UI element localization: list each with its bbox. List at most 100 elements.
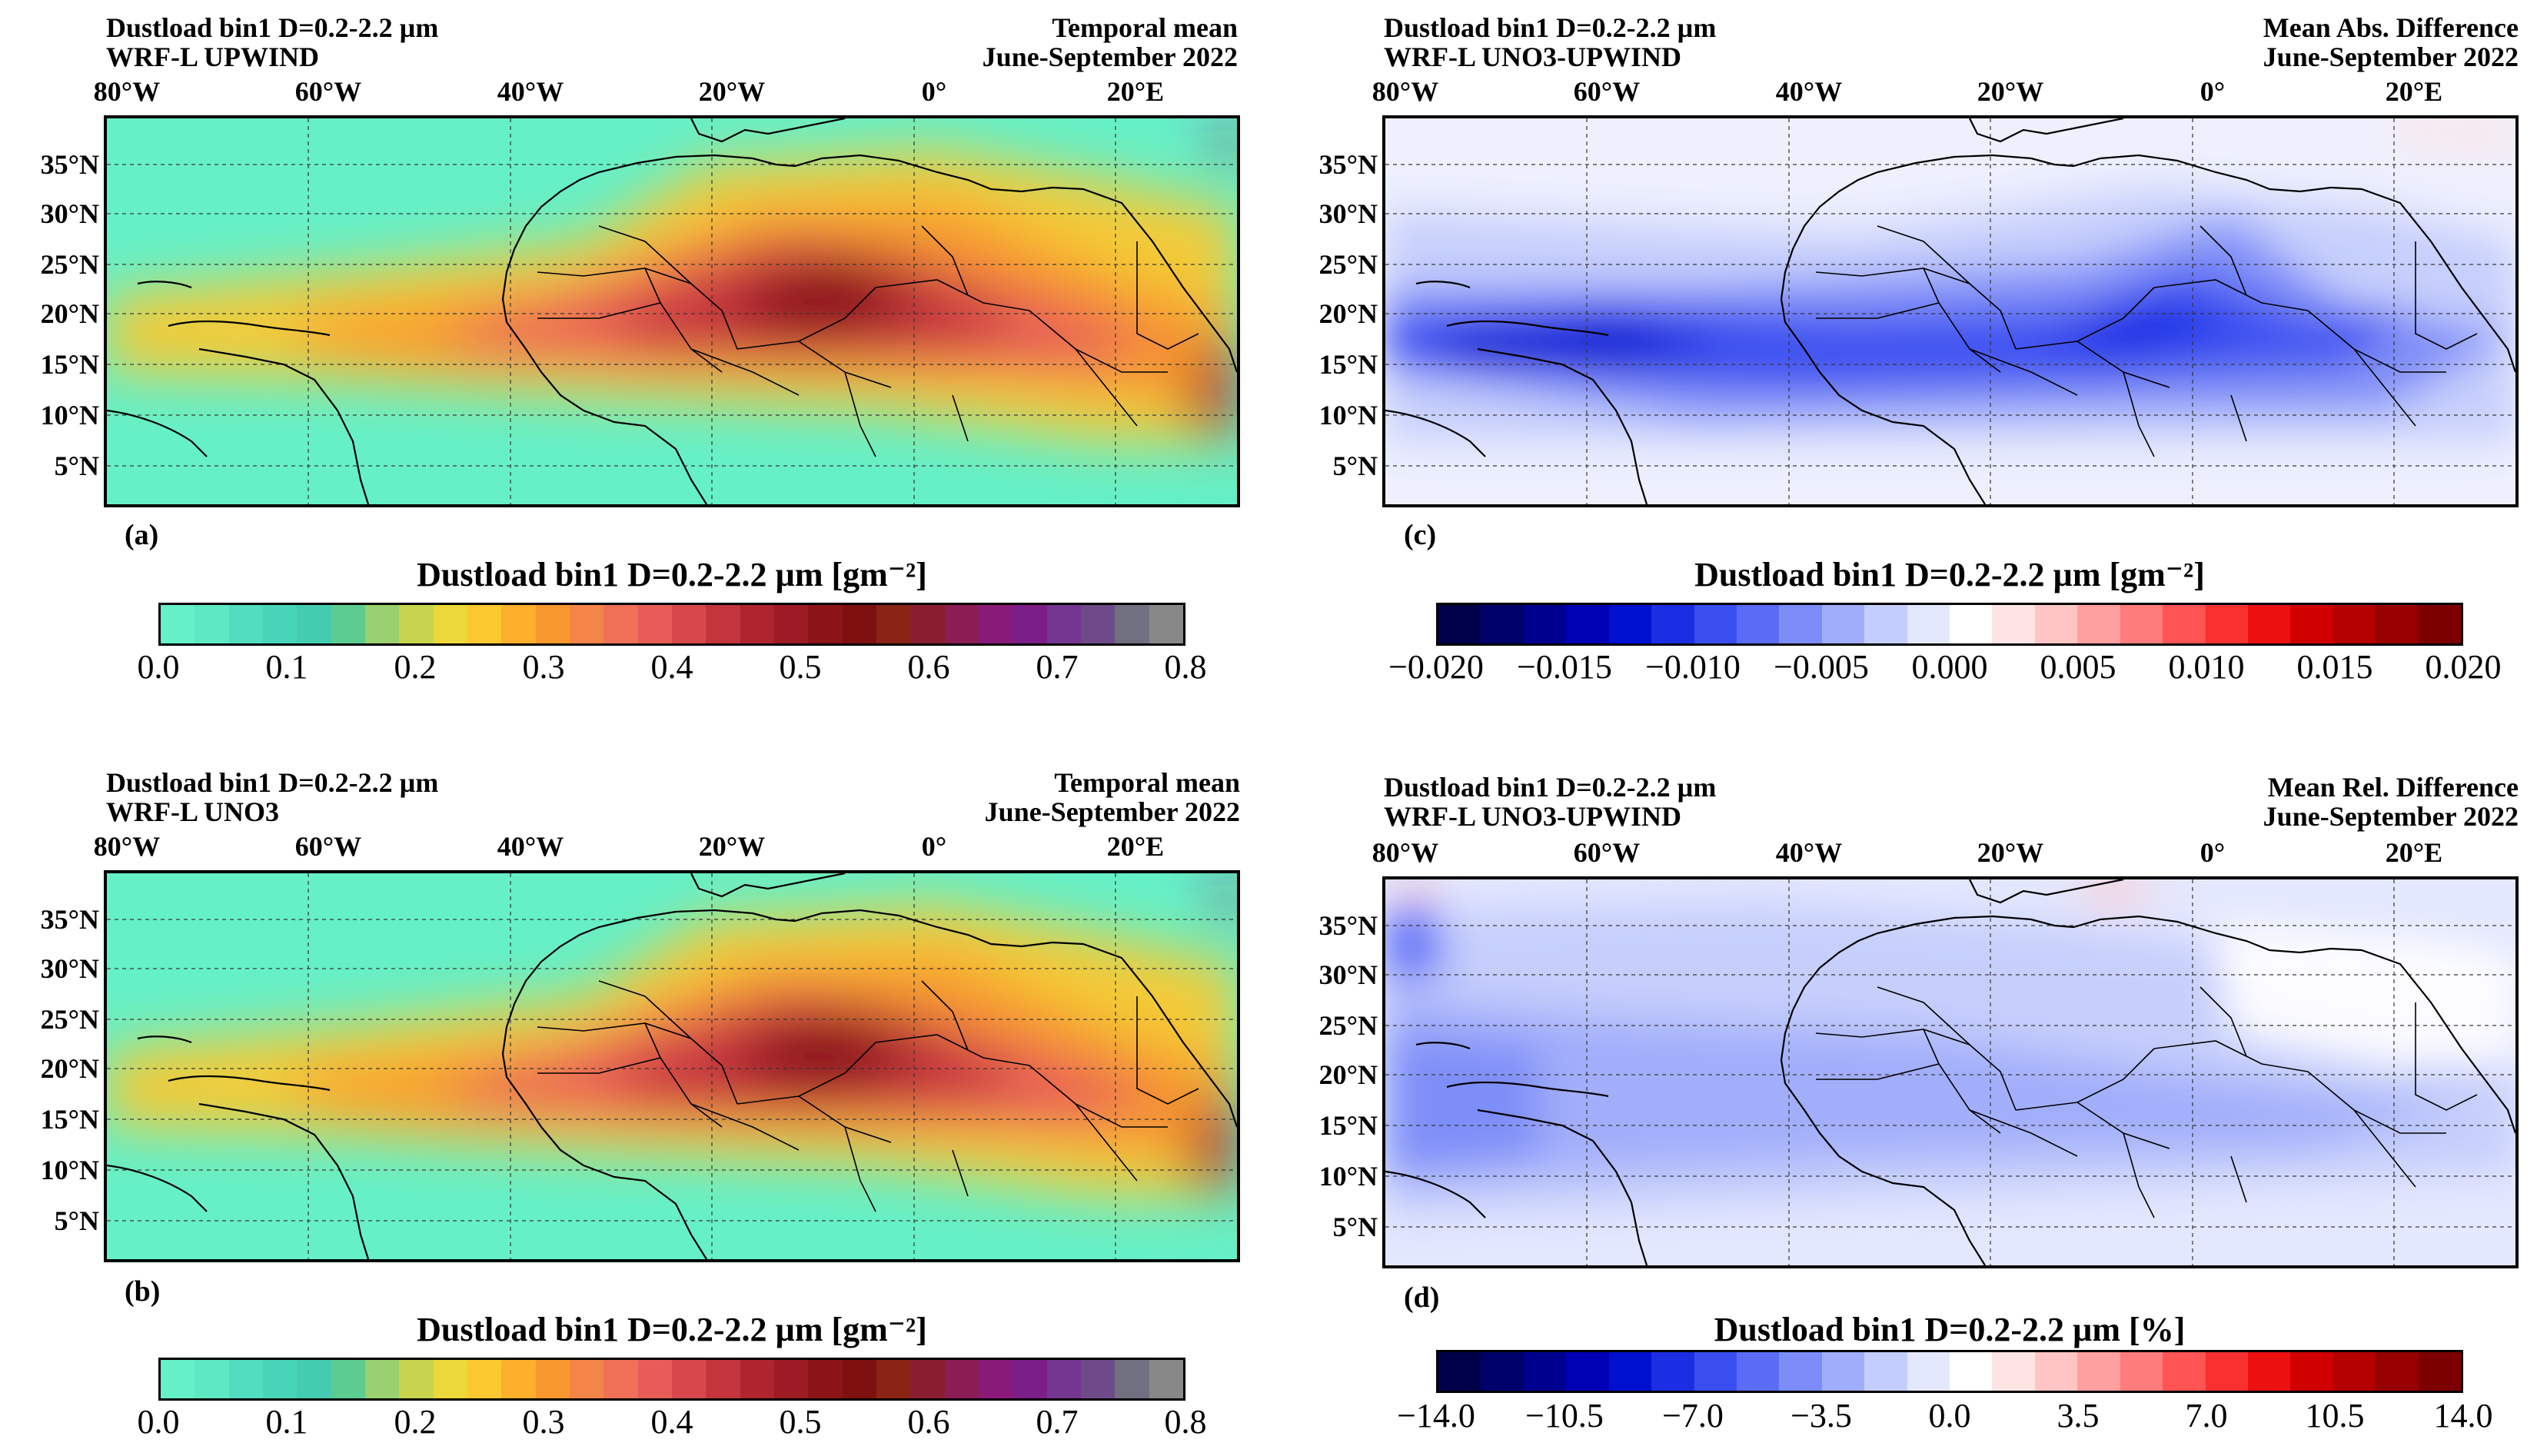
map-b bbox=[104, 870, 1240, 1262]
colorbar-swatch bbox=[2376, 605, 2419, 643]
colorbar-swatch bbox=[637, 1360, 672, 1398]
colorbar-swatch bbox=[1115, 605, 1149, 643]
colorbar-swatch bbox=[569, 1360, 604, 1398]
colorbar-swatch bbox=[1438, 1352, 1481, 1391]
lon-label: 20°W bbox=[1977, 76, 2044, 107]
panel-a-title-line1: Dustload bin1 D=0.2-2.2 µm bbox=[106, 12, 439, 43]
colorbar-swatch bbox=[2418, 1352, 2462, 1391]
colorbar-b bbox=[158, 1358, 1185, 1401]
lat-label: 5°N bbox=[54, 450, 99, 481]
colorbar-swatch bbox=[2290, 605, 2333, 643]
colorbar-swatch bbox=[842, 1360, 876, 1398]
colorbar-swatch bbox=[433, 1360, 467, 1398]
colorbar-swatch bbox=[910, 1360, 945, 1398]
colorbar-swatch bbox=[2205, 1352, 2249, 1391]
colorbar-swatch bbox=[161, 605, 195, 643]
colorbar-swatch bbox=[228, 605, 263, 643]
colorbar-swatch bbox=[228, 1360, 263, 1398]
country-borders bbox=[537, 980, 1199, 1212]
colorbar-swatch bbox=[773, 1360, 809, 1398]
colorbar-swatch bbox=[569, 605, 604, 643]
panel-a-label: (a) bbox=[125, 519, 159, 551]
colorbar-d-title: Dustload bin1 D=0.2-2.2 µm [%] bbox=[1714, 1311, 2186, 1348]
lon-label: 20°E bbox=[1106, 831, 1165, 862]
colorbar-swatch bbox=[1694, 1352, 1737, 1391]
colorbar-tick-label: 0.5 bbox=[779, 1403, 822, 1441]
colorbar-swatch bbox=[603, 605, 638, 643]
colorbar-swatch bbox=[501, 1360, 536, 1398]
colorbar-swatch bbox=[1821, 1352, 1865, 1391]
colorbar-swatch bbox=[1821, 605, 1865, 643]
lon-label: 0° bbox=[921, 831, 947, 862]
lon-label: 20°W bbox=[1977, 837, 2044, 868]
coastlines bbox=[107, 873, 1237, 1259]
lat-label: 30°N bbox=[40, 198, 99, 229]
colorbar-swatch bbox=[331, 605, 365, 643]
panel-b-right-line1: Temporal mean bbox=[1054, 767, 1240, 798]
lon-label: 60°W bbox=[1573, 76, 1641, 107]
colorbar-tick-label: 0.0 bbox=[1928, 1397, 1971, 1434]
colorbar-swatch bbox=[706, 605, 740, 643]
lat-label: 15°N bbox=[1318, 349, 1378, 380]
lon-label: 20°E bbox=[2385, 76, 2443, 107]
colorbar-swatch bbox=[1992, 1352, 2035, 1391]
colorbar-swatch bbox=[671, 605, 707, 643]
lat-label: 25°N bbox=[1318, 1010, 1378, 1041]
lat-label: 10°N bbox=[1318, 1161, 1378, 1192]
colorbar-swatch bbox=[161, 1360, 195, 1398]
colorbar-swatch bbox=[1046, 605, 1081, 643]
colorbar-tick-label: 0.8 bbox=[1164, 648, 1207, 686]
colorbar-swatch bbox=[978, 1360, 1013, 1398]
panel-b-title-line1: Dustload bin1 D=0.2-2.2 µm bbox=[106, 767, 439, 798]
colorbar-tick-label: 10.5 bbox=[2305, 1397, 2365, 1434]
coastlines bbox=[1385, 879, 2515, 1265]
colorbar-tick-label: 0.1 bbox=[265, 648, 308, 686]
colorbar-a-title: Dustload bin1 D=0.2-2.2 µm [gm⁻²] bbox=[417, 556, 927, 593]
colorbar-swatch bbox=[1779, 605, 1822, 643]
colorbar-swatch bbox=[1566, 1352, 1609, 1391]
lat-label: 15°N bbox=[40, 349, 99, 380]
colorbar-swatch bbox=[297, 605, 331, 643]
map-d bbox=[1382, 876, 2519, 1268]
colorbar-swatch bbox=[1864, 605, 1907, 643]
colorbar-swatch bbox=[1149, 1360, 1183, 1398]
colorbar-swatch bbox=[1651, 605, 1694, 643]
colorbar-swatch bbox=[262, 605, 298, 643]
colorbar-swatch bbox=[501, 605, 536, 643]
colorbar-tick-label: 0.3 bbox=[522, 1403, 565, 1441]
colorbar-tick-label: −0.005 bbox=[1774, 648, 1869, 686]
lat-label: 35°N bbox=[1318, 149, 1378, 180]
map-c bbox=[1382, 115, 2519, 507]
colorbar-swatch bbox=[2077, 1352, 2120, 1391]
colorbar-tick-label: 0.3 bbox=[522, 648, 565, 686]
lat-label: 20°N bbox=[40, 1053, 99, 1084]
colorbar-swatch bbox=[2248, 605, 2291, 643]
lat-label: 25°N bbox=[40, 1004, 99, 1035]
panel-c-label: (c) bbox=[1404, 519, 1437, 551]
colorbar-swatch bbox=[2120, 605, 2163, 643]
colorbar-swatch bbox=[2163, 605, 2206, 643]
colorbar-swatch bbox=[1523, 605, 1567, 643]
colorbar-swatch bbox=[1950, 605, 1993, 643]
colorbar-swatch bbox=[1481, 1352, 1524, 1391]
colorbar-d bbox=[1436, 1350, 2463, 1393]
panel-a-right-line1: Temporal mean bbox=[1052, 12, 1238, 43]
colorbar-swatch bbox=[740, 605, 774, 643]
colorbar-swatch bbox=[297, 1360, 331, 1398]
panel-a-right-line2: June-September 2022 bbox=[982, 42, 1238, 72]
panel-d-label: (d) bbox=[1404, 1281, 1440, 1314]
lat-label: 5°N bbox=[1332, 1212, 1378, 1242]
lat-label: 30°N bbox=[40, 953, 99, 984]
colorbar-tick-label: −0.010 bbox=[1645, 648, 1741, 686]
colorbar-tick-label: 7.0 bbox=[2185, 1397, 2228, 1434]
colorbar-tick-label: 0.010 bbox=[2168, 648, 2245, 686]
panel-d-right-line2: June-September 2022 bbox=[2263, 801, 2519, 832]
colorbar-swatch bbox=[637, 605, 672, 643]
lat-label: 10°N bbox=[40, 400, 99, 430]
colorbar-swatch bbox=[2333, 1352, 2376, 1391]
graticule bbox=[1385, 879, 2515, 1265]
colorbar-tick-label: 0.8 bbox=[1164, 1403, 1207, 1441]
colorbar-swatch bbox=[2077, 605, 2120, 643]
panel-d-title-line1: Dustload bin1 D=0.2-2.2 µm bbox=[1384, 772, 1717, 803]
colorbar-tick-label: −3.5 bbox=[1791, 1397, 1852, 1434]
